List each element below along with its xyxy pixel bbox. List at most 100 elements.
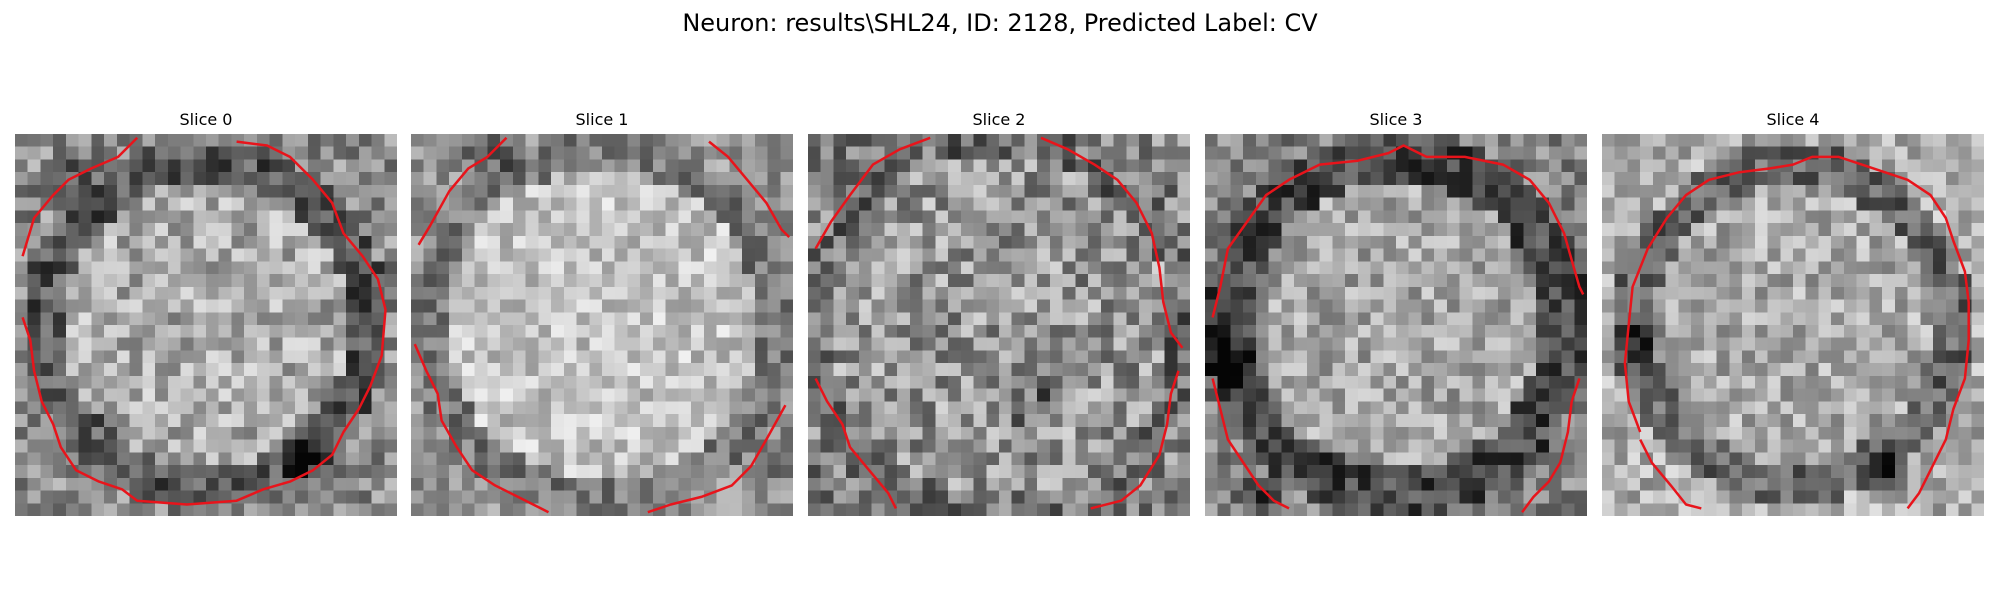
image-pixel [1446,235,1461,250]
image-pixel [1856,286,1870,301]
image-pixel [1907,426,1921,441]
image-pixel [1164,210,1178,224]
image-pixel [1523,159,1537,173]
image-pixel [40,503,54,516]
image-pixel [1640,503,1654,516]
image-pixel [1294,159,1308,173]
image-pixel [1421,401,1435,415]
image-pixel [1716,286,1730,301]
image-pixel [808,452,822,466]
image-pixel [973,375,987,390]
image-pixel [1780,350,1794,364]
image-pixel [1357,350,1372,364]
image-pixel [716,312,730,326]
image-pixel [525,337,539,352]
image-pixel [1446,503,1461,516]
image-pixel [1793,312,1807,326]
image-pixel [346,286,360,301]
image-pixel [1536,388,1550,402]
image-pixel [665,375,679,390]
image-pixel [116,426,131,441]
image-pixel [423,465,438,479]
image-pixel [1037,261,1051,275]
image-pixel [1614,197,1629,211]
image-pixel [538,146,552,161]
image-pixel [833,312,847,326]
image-pixel [1574,439,1587,453]
image-pixel [1396,439,1410,453]
image-pixel [218,159,233,173]
image-pixel [1536,210,1550,224]
image-pixel [780,439,793,453]
image-pixel [1843,363,1858,377]
image-pixel [640,134,654,148]
image-pixel [1754,223,1769,237]
image-pixel [960,401,975,415]
image-pixel [1472,503,1486,516]
image-pixel [1971,350,1984,364]
image-pixel [1472,261,1486,275]
image-pixel [1024,286,1038,301]
image-pixel [1088,465,1102,479]
image-pixel [1421,439,1435,453]
image-pixel [1268,414,1282,428]
image-pixel [180,197,194,211]
image-pixel [742,337,756,352]
image-pixel [320,490,334,504]
image-pixel [155,439,169,453]
image-pixel [551,312,565,326]
image-pixel [129,197,143,211]
image-pixel [180,465,194,479]
image-pixel [1729,325,1743,339]
image-pixel [512,325,527,339]
image-pixel [1281,452,1295,466]
image-pixel [948,299,962,313]
image-pixel [1421,197,1435,211]
image-pixel [1281,350,1295,364]
image-pixel [871,477,885,492]
image-pixel [1780,184,1794,199]
image-pixel [1703,197,1718,211]
image-pixel [167,477,182,492]
image-pixel [1882,146,1896,161]
image-pixel [1459,477,1473,492]
image-pixel [1370,134,1384,148]
image-pixel [1602,426,1616,441]
image-pixel [1678,350,1692,364]
image-pixel [986,248,1000,262]
image-pixel [307,350,322,364]
image-pixel [742,503,756,516]
image-pixel [820,350,835,364]
image-pixel [1652,490,1667,504]
image-pixel [1049,388,1064,402]
image-pixel [1831,312,1845,326]
image-pixel [358,375,373,390]
image-pixel [1754,465,1769,479]
image-pixel [1805,210,1820,224]
image-pixel [948,401,962,415]
image-pixel [665,172,679,186]
image-pixel [1907,134,1921,148]
image-pixel [436,439,450,453]
image-pixel [1523,363,1537,377]
image-pixel [1306,197,1321,211]
image-pixel [346,184,360,199]
image-pixel [960,414,975,428]
image-pixel [1536,184,1550,199]
image-pixel [269,490,283,504]
image-pixel [858,325,873,339]
image-pixel [1767,426,1781,441]
cell-boundary-contour [1521,378,1581,513]
image-pixel [1049,248,1064,262]
image-pixel [1703,452,1718,466]
image-pixel [333,286,347,301]
image-pixel [1665,223,1679,237]
image-pixel [1920,375,1934,390]
image-pixel [500,184,514,199]
image-pixel [180,274,194,288]
image-pixel [269,184,283,199]
image-pixel [1831,503,1845,516]
image-pixel [1205,286,1219,301]
image-pixel [104,223,118,237]
image-pixel [833,248,847,262]
